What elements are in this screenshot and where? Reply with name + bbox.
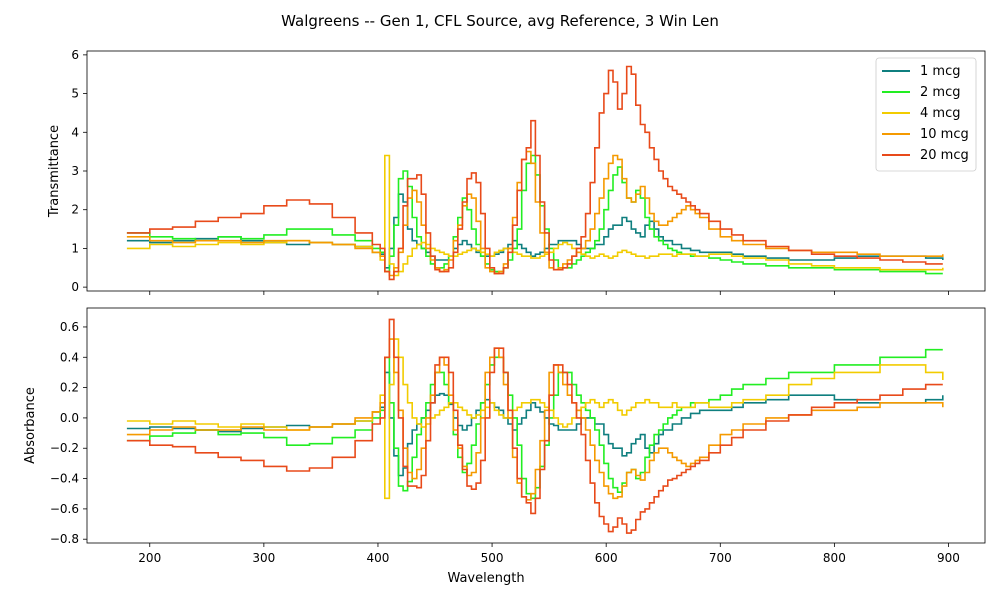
x-tick-label: 200 [138, 551, 161, 565]
y-tick-label: 6 [71, 48, 79, 62]
x-axis-label: Wavelength [447, 571, 524, 586]
x-tick-label: 500 [481, 551, 504, 565]
y-tick-label: 0.6 [60, 320, 79, 334]
x-tick-label: 400 [367, 551, 390, 565]
y-tick-label: 0 [71, 280, 79, 294]
x-tick-label: 300 [252, 551, 275, 565]
transmittance-panel: 0 1 2 3 4 5 6 Transmittance 1 mcg 2 mcg 4 mcg 10 mc… [47, 48, 986, 295]
y-tick-label: 4 [71, 125, 79, 139]
figure-title: Walgreens -- Gen 1, CFL Source, avg Refe… [281, 12, 719, 30]
y-tick-label: −0.4 [50, 472, 79, 486]
legend-label: 10 mcg [920, 127, 969, 142]
y-axis-label: Transmittance [47, 125, 62, 218]
y-tick-label: 0.0 [60, 411, 79, 425]
series-line-10-mcg [126, 338, 944, 501]
x-tick-label: 900 [937, 551, 960, 565]
legend-label: 1 mcg [920, 64, 960, 79]
absorbance-panel: −0.8 −0.6 −0.4 −0.2 0.0 0.2 0.4 0.6 200 300 400 500… [23, 307, 986, 586]
legend-label: 20 mcg [920, 148, 969, 163]
legend-label: 2 mcg [920, 85, 960, 100]
legend-label: 4 mcg [920, 106, 960, 121]
series-line-20-mcg [126, 318, 943, 534]
series-line-20-mcg [126, 65, 943, 281]
y-tick-label: 1 [71, 241, 79, 255]
y-tick-label: 0.4 [60, 350, 79, 364]
legend-box [875, 57, 977, 172]
y-tick-label: 2 [71, 203, 79, 217]
x-tick-label: 800 [823, 551, 846, 565]
y-axis-label: Absorbance [23, 387, 38, 464]
series-line-1-mcg [126, 193, 944, 269]
series-line-10-mcg [126, 150, 944, 277]
y-tick-label: −0.8 [50, 532, 79, 546]
y-tick-label: 5 [71, 87, 79, 101]
series-line-4-mcg [126, 338, 944, 500]
legend: 1 mcg 2 mcg 4 mcg 10 mcg 20 mcg [875, 57, 977, 172]
y-tick-label: −0.2 [50, 441, 79, 455]
axes-frame [86, 307, 986, 544]
y-tick-label: 3 [71, 164, 79, 178]
series-line-4-mcg [126, 154, 944, 277]
x-tick-label: 600 [595, 551, 618, 565]
x-tick-label: 700 [709, 551, 732, 565]
y-tick-label: −0.6 [50, 502, 79, 516]
y-tick-label: 0.2 [60, 381, 79, 395]
